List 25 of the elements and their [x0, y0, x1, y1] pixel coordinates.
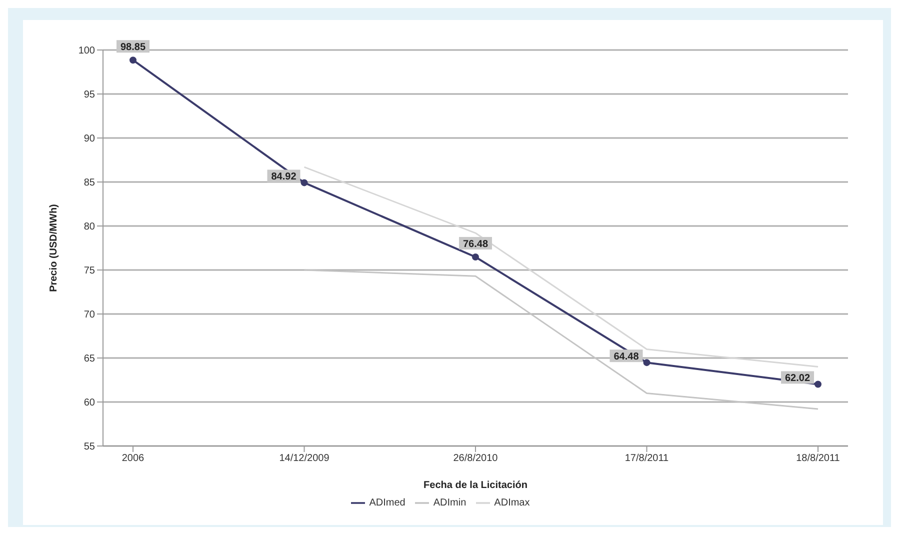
legend-label: ADImin: [433, 498, 466, 509]
data-label: 84.92: [271, 172, 297, 183]
data-label: 64.48: [614, 351, 640, 362]
y-axis-title: Precio (USD/MWh): [48, 204, 60, 292]
y-tick-label: 75: [84, 266, 96, 277]
y-tick-label: 85: [84, 178, 96, 189]
y-tick-label: 70: [84, 310, 96, 321]
y-tick-label: 55: [84, 442, 96, 453]
x-tick-label: 18/8/2011: [796, 453, 840, 464]
x-tick-label: 26/8/2010: [453, 453, 498, 464]
y-tick-label: 90: [84, 134, 96, 145]
x-tick-label: 14/12/2009: [279, 453, 330, 464]
x-tick-label: 17/8/2011: [624, 453, 670, 464]
y-tick-label: 100: [78, 46, 96, 57]
data-label: 76.48: [462, 238, 488, 250]
legend-label: ADImax: [494, 498, 530, 509]
y-tick-label: 65: [84, 354, 96, 365]
y-tick-label: 80: [84, 222, 96, 233]
data-label: 98.85: [120, 42, 146, 53]
x-tick-label: 2006: [122, 453, 145, 464]
y-tick-label: 60: [84, 398, 96, 409]
data-label: 62.02: [784, 373, 810, 384]
x-axis-title: Fecha de la Licitación: [424, 480, 528, 491]
y-tick-label: 95: [84, 90, 96, 101]
legend-label: ADImed: [369, 498, 406, 509]
